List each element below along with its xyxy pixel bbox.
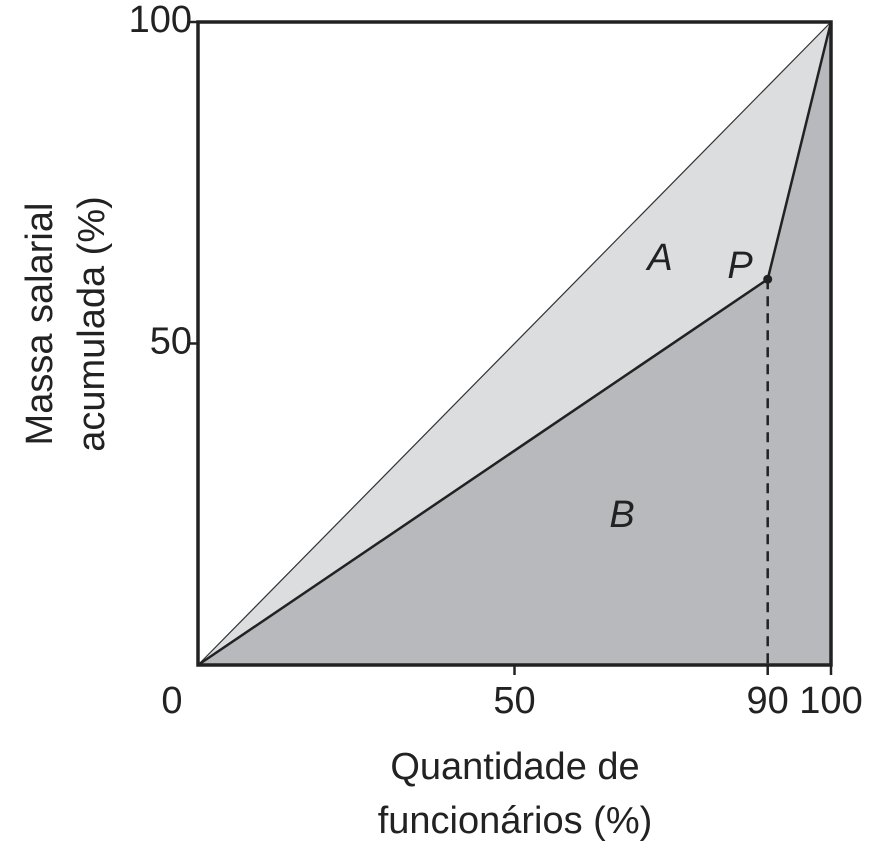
area-b	[198, 22, 831, 665]
x-tick-label: 0	[161, 680, 182, 722]
x-tick-label: 90	[747, 680, 789, 722]
x-axis-label: Quantidade de	[390, 746, 639, 788]
y-axis-label-line: acumulada (%)	[71, 196, 113, 452]
y-tick-label: 100	[129, 0, 192, 41]
label-b: B	[609, 494, 634, 536]
point-p	[763, 274, 773, 284]
label-a: A	[645, 237, 672, 279]
label-p: P	[727, 245, 753, 287]
y-axis-label: Massa salarial acumulada (%)	[19, 196, 113, 452]
y-tick-label: 50	[150, 321, 192, 363]
equality-line	[197, 21, 832, 666]
x-tick-label: 50	[493, 680, 535, 722]
x-axis-label: funcionários (%)	[378, 800, 653, 842]
x-tick-label: 100	[799, 680, 862, 722]
y-axis-label-line: Massa salarial	[19, 203, 61, 446]
